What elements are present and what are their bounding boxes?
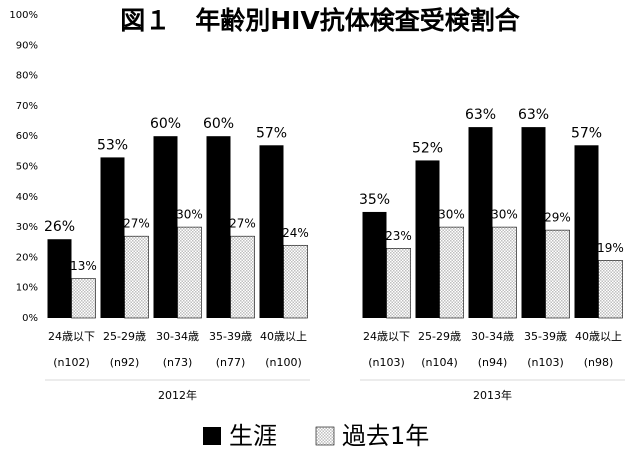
x-tick-label: 40歳以上 xyxy=(260,330,307,343)
bar xyxy=(545,229,570,319)
legend-swatch xyxy=(203,427,221,445)
n-label: (n100) xyxy=(265,356,302,369)
value-label: 30% xyxy=(491,208,518,222)
y-tick-label: 30% xyxy=(16,222,38,233)
value-label: 27% xyxy=(123,217,150,231)
bar xyxy=(283,244,308,319)
n-label: (n73) xyxy=(163,356,193,369)
n-label: (n103) xyxy=(527,356,564,369)
x-tick-label: 30-34歳 xyxy=(471,330,514,343)
group-label: 2013年 xyxy=(473,388,512,402)
bar xyxy=(230,235,255,319)
x-tick-label: 24歳以下 xyxy=(48,330,95,343)
legend-label: 生涯 xyxy=(229,422,277,450)
n-label: (n102) xyxy=(53,356,90,369)
value-label: 60% xyxy=(150,116,181,132)
x-tick-label: 35-39歳 xyxy=(524,330,567,343)
bar xyxy=(47,239,72,318)
value-label: 24% xyxy=(282,226,309,240)
chart-title: 図１ 年齢別HIV抗体検査受検割合 xyxy=(120,6,521,35)
value-label: 19% xyxy=(597,241,624,255)
bar xyxy=(177,226,202,319)
y-tick-label: 60% xyxy=(16,131,38,142)
n-label: (n103) xyxy=(368,356,405,369)
value-label: 26% xyxy=(44,219,75,235)
y-tick-label: 0% xyxy=(22,313,38,324)
value-label: 57% xyxy=(256,125,287,141)
bar xyxy=(153,136,178,318)
y-tick-label: 20% xyxy=(16,252,38,263)
value-label: 57% xyxy=(571,125,602,141)
bar xyxy=(206,136,231,318)
group-label: 2012年 xyxy=(158,388,197,402)
value-label: 53% xyxy=(97,137,128,153)
n-label: (n98) xyxy=(584,356,614,369)
y-tick-label: 90% xyxy=(16,40,38,51)
y-tick-label: 10% xyxy=(16,283,38,294)
value-label: 63% xyxy=(465,107,496,123)
n-label: (n77) xyxy=(216,356,246,369)
x-tick-label: 24歳以下 xyxy=(363,330,410,343)
bar xyxy=(71,278,96,319)
value-label: 29% xyxy=(544,211,571,225)
value-label: 27% xyxy=(229,217,256,231)
y-tick-label: 40% xyxy=(16,192,38,203)
bar xyxy=(124,235,149,319)
bar xyxy=(362,211,387,318)
bar xyxy=(598,260,623,319)
x-tick-label: 30-34歳 xyxy=(156,330,199,343)
n-label: (n94) xyxy=(478,356,508,369)
bar xyxy=(574,145,599,318)
bar xyxy=(521,127,546,318)
n-label: (n92) xyxy=(110,356,140,369)
value-label: 23% xyxy=(385,229,412,243)
value-label: 52% xyxy=(412,140,443,156)
x-tick-label: 40歳以上 xyxy=(575,330,622,343)
n-label: (n104) xyxy=(421,356,458,369)
y-tick-label: 50% xyxy=(16,162,38,173)
value-label: 63% xyxy=(518,107,549,123)
y-tick-label: 70% xyxy=(16,101,38,112)
bar xyxy=(386,248,411,319)
bar xyxy=(468,127,493,318)
value-label: 60% xyxy=(203,116,234,132)
value-label: 30% xyxy=(176,208,203,222)
bar xyxy=(100,157,125,318)
value-label: 13% xyxy=(70,259,97,273)
value-label: 35% xyxy=(359,192,390,208)
bar xyxy=(492,226,517,319)
bar xyxy=(259,145,284,318)
x-tick-label: 25-29歳 xyxy=(418,330,461,343)
value-label: 30% xyxy=(438,208,465,222)
legend-swatch xyxy=(315,426,335,446)
y-tick-label: 100% xyxy=(9,10,38,21)
bar xyxy=(439,226,464,319)
y-tick-label: 80% xyxy=(16,71,38,82)
x-tick-label: 25-29歳 xyxy=(103,330,146,343)
bar xyxy=(415,160,440,318)
legend-label: 過去1年 xyxy=(342,422,429,450)
x-tick-label: 35-39歳 xyxy=(209,330,252,343)
